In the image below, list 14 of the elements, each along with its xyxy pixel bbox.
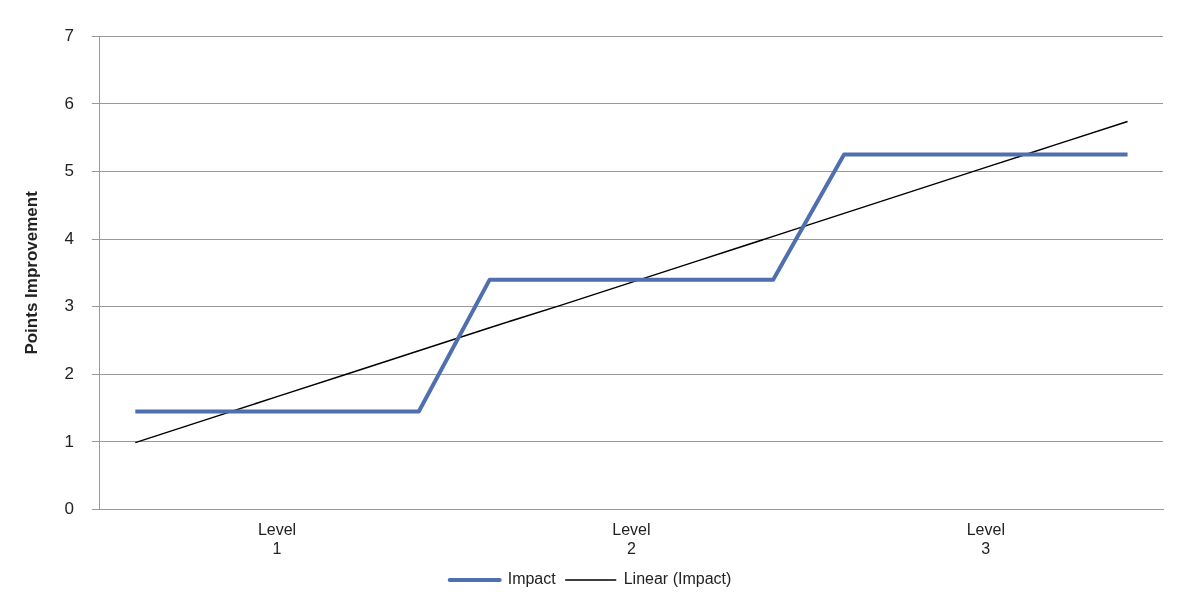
legend-label: Linear (Impact) — [623, 570, 732, 588]
y-tick-label: 3 — [64, 296, 74, 316]
y-tick-label: 7 — [64, 25, 74, 45]
y-tick-label: 2 — [64, 364, 74, 384]
y-axis-title: Points Improvement — [21, 190, 41, 355]
y-tick-label: 0 — [64, 499, 74, 519]
x-tick-label: Level 2 — [612, 520, 651, 557]
y-tick-label: 5 — [64, 161, 74, 181]
legend-label: Impact — [507, 570, 557, 588]
y-tick-label: 6 — [64, 93, 74, 113]
y-tick-label: 1 — [64, 431, 74, 451]
x-tick-label: Level 1 — [257, 520, 297, 557]
x-tick-label: Level 3 — [966, 520, 1005, 557]
y-tick-label: 4 — [64, 228, 74, 248]
